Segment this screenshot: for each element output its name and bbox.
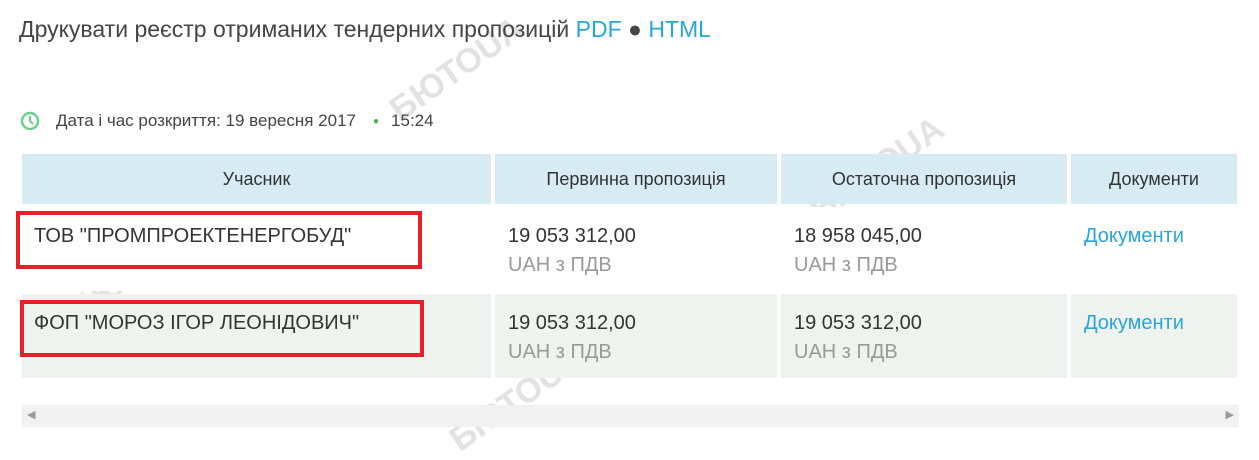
header-initial: Первинна пропозиція (495, 154, 777, 204)
scroll-left-icon[interactable]: ◀ (27, 409, 36, 421)
highlight-box (20, 300, 424, 357)
table-row: ТОВ "ПРОМПРОЕКТЕНЕРГОБУД" 19 053 312,00 U… (22, 207, 1237, 291)
header-documents: Документи (1071, 154, 1237, 204)
table-header: Учасник Первинна пропозиція Остаточна пр… (22, 154, 1237, 204)
initial-bid: 19 053 312,00 UAH з ПДВ (495, 294, 777, 378)
final-bid: 18 958 045,00 UAH з ПДВ (781, 207, 1067, 291)
initial-currency: UAH з ПДВ (508, 254, 612, 276)
final-bid: 19 053 312,00 UAH з ПДВ (781, 294, 1067, 378)
page-title: Друкувати реєстр отриманих тендерних про… (19, 16, 711, 43)
final-currency: UAH з ПДВ (794, 254, 898, 276)
final-amount: 19 053 312,00 (794, 312, 922, 334)
dot-separator: ● (373, 115, 380, 127)
clock-icon (20, 111, 40, 131)
highlight-box (16, 211, 422, 269)
header-participant: Учасник (22, 154, 491, 204)
html-link[interactable]: HTML (648, 16, 711, 42)
initial-bid: 19 053 312,00 UAH з ПДВ (495, 207, 777, 291)
initial-currency: UAH з ПДВ (508, 341, 612, 363)
pdf-link[interactable]: PDF (575, 16, 622, 42)
participant-name: ФОП "МОРОЗ ІГОР ЛЕОНІДОВИЧ" (22, 294, 491, 378)
table-row: ФОП "МОРОЗ ІГОР ЛЕОНІДОВИЧ" 19 053 312,0… (22, 294, 1237, 378)
initial-amount: 19 053 312,00 (508, 312, 636, 334)
opening-date: Дата і час розкриття: 19 вересня 2017 ● … (20, 111, 434, 131)
opening-date-label: Дата і час розкриття: 19 вересня 2017 (56, 111, 356, 130)
title-text: Друкувати реєстр отриманих тендерних про… (19, 16, 570, 42)
initial-amount: 19 053 312,00 (508, 225, 636, 247)
scroll-right-icon[interactable]: ▶ (1225, 409, 1234, 421)
final-amount: 18 958 045,00 (794, 225, 922, 247)
header-final: Остаточна пропозиція (781, 154, 1067, 204)
participant-name: ТОВ "ПРОМПРОЕКТЕНЕРГОБУД" (22, 207, 491, 291)
documents-link[interactable]: Документи (1084, 312, 1184, 334)
horizontal-scrollbar[interactable]: ◀ ▶ (22, 405, 1239, 427)
documents-link[interactable]: Документи (1084, 225, 1184, 247)
bids-table: Учасник Первинна пропозиція Остаточна пр… (18, 151, 1241, 381)
opening-time: 15:24 (391, 111, 434, 130)
final-currency: UAH з ПДВ (794, 341, 898, 363)
separator: ● (628, 16, 642, 42)
